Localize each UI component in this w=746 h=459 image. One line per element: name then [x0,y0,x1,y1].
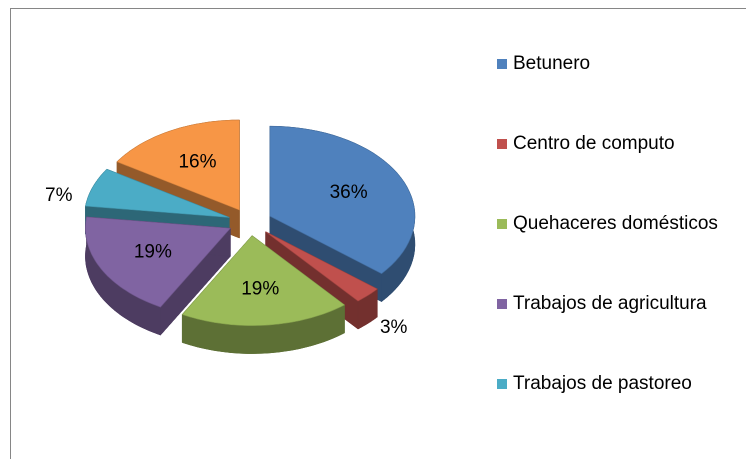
data-label: 19% [241,278,279,299]
slice [116,119,240,211]
data-label: 36% [330,182,368,203]
chart-border [10,8,746,459]
legend-swatch [497,59,507,69]
legend-swatch [497,379,507,389]
slice [85,216,232,308]
legend-label: Quehaceres domésticos [513,213,718,234]
slice-group [85,216,232,336]
legend-label: Centro de computo [513,133,675,154]
legend-swatch [497,139,507,149]
slice [85,168,230,218]
legend-entry: Trabajos de pastoreo [497,370,738,398]
slice-group [181,234,346,354]
legend-swatch [497,219,507,229]
slice [269,125,416,274]
legend-label: Trabajos de pastoreo [513,373,692,394]
legend-entry: Trabajos de agricultura [497,290,738,318]
data-label: 19% [134,242,172,263]
slice [181,235,346,326]
legend-label: Trabajos de agricultura [513,293,707,314]
data-label: 3% [380,317,408,338]
slice [265,231,378,302]
data-label: 7% [45,185,73,206]
legend-swatch [497,299,507,309]
legend-label: Betunero [513,53,591,74]
legend-entry: Quehaceres domésticos [497,210,738,238]
legend-entry: Betunero [497,50,738,78]
slice-group [269,125,416,303]
data-label: 16% [178,152,216,173]
legend-entry: Centro de computo [497,130,738,158]
